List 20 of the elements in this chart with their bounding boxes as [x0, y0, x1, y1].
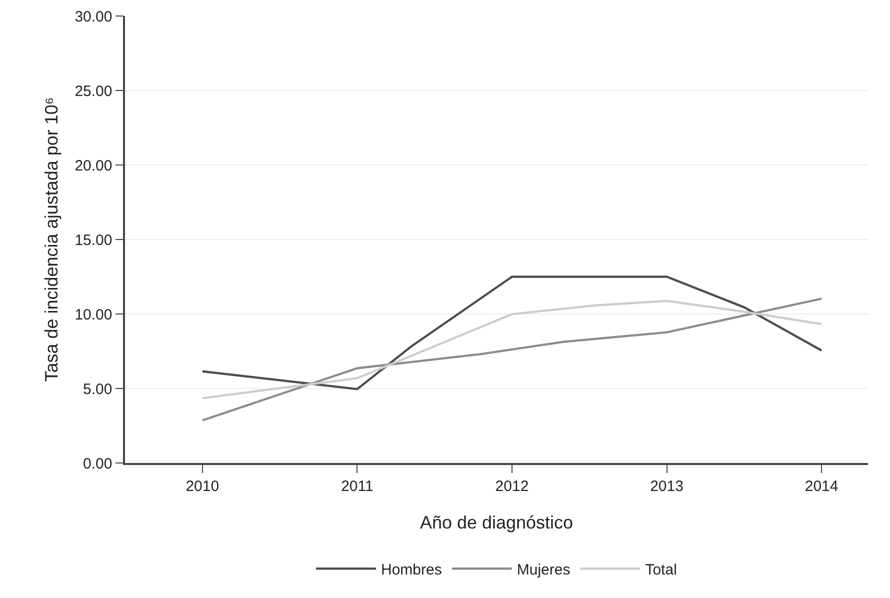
line-series — [201, 298, 823, 422]
y-tick-label: 5.00 — [83, 380, 112, 398]
legend-label: Mujeres — [516, 562, 570, 578]
legend-label: Total — [645, 562, 677, 578]
x-axis-title: Año de diagnóstico — [420, 512, 574, 532]
y-tick-label: 10.00 — [74, 306, 112, 324]
x-tick-label: 2012 — [495, 478, 529, 495]
x-tick-label: 2011 — [341, 478, 374, 495]
legend-label: Hombres — [381, 562, 442, 578]
x-tick-label: 2013 — [650, 478, 684, 495]
y-tick-label: 15.00 — [74, 232, 112, 249]
y-tick-label: 20.00 — [74, 157, 112, 174]
y-tick-label: 0.00 — [83, 455, 112, 472]
line-series — [201, 276, 823, 390]
y-tick-label: 25.00 — [74, 82, 112, 100]
x-tick-label: 2010 — [186, 478, 220, 495]
line-series — [201, 300, 823, 400]
y-axis-title: Tasa de incidencia ajustada por 10⁶ — [41, 97, 62, 382]
y-tick-label: 30.00 — [74, 8, 112, 26]
x-tick-label: 2014 — [804, 478, 838, 495]
